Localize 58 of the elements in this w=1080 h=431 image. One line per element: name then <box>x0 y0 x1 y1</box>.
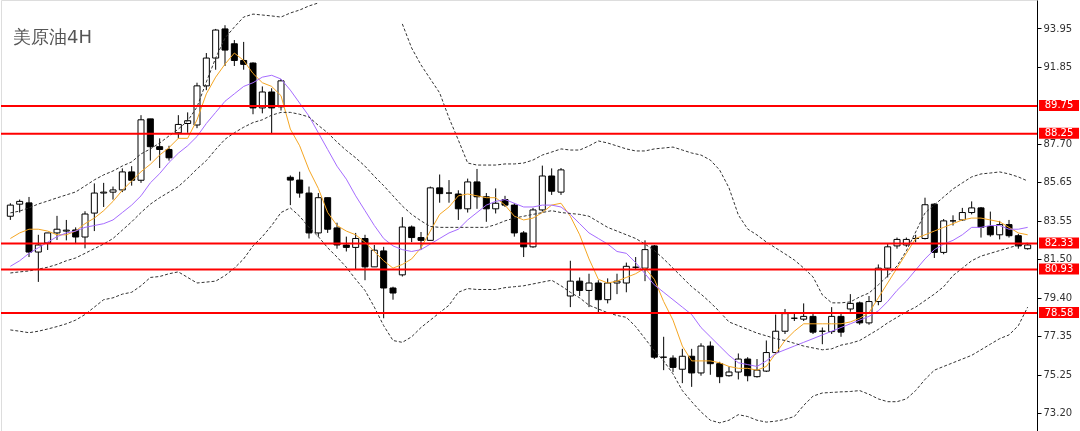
text: 美原油4H <box>13 26 92 47</box>
candlestick <box>100 182 108 208</box>
candlestick <box>557 167 565 196</box>
candlestick <box>286 174 294 206</box>
candlestick <box>594 279 602 314</box>
candlestick <box>268 87 276 135</box>
candlestick <box>576 276 584 297</box>
candlestick <box>53 215 61 241</box>
candlestick <box>678 348 686 384</box>
y-tick-label: 73.20 <box>1043 407 1073 419</box>
y-tick-label: 77.35 <box>1043 330 1073 342</box>
candlestick <box>706 340 714 376</box>
candlestick <box>688 348 696 388</box>
candlestick <box>156 137 164 169</box>
candlestick <box>417 231 425 251</box>
candlestick <box>258 85 266 114</box>
candlestick <box>454 189 462 221</box>
candlestick <box>492 187 500 214</box>
candlestick <box>128 165 136 187</box>
ref-line-label: 82.33 <box>1044 237 1074 248</box>
candlestick <box>370 244 378 268</box>
y-tick-label: 79.40 <box>1043 292 1073 304</box>
ref-line-label: 78.58 <box>1044 306 1074 318</box>
candlestick <box>473 168 481 210</box>
candlestick <box>548 167 556 196</box>
candlestick <box>725 365 733 378</box>
candlestick <box>781 308 789 335</box>
line-series <box>9 207 1029 424</box>
candlestick <box>436 174 444 204</box>
ref-line-label: 88.25 <box>1044 127 1074 139</box>
candlestick <box>753 358 761 379</box>
candlestick <box>986 211 994 238</box>
candlestick <box>884 243 892 278</box>
y-tick-label: 83.55 <box>1043 215 1073 227</box>
candlestick <box>230 39 238 67</box>
candlestick <box>445 179 453 204</box>
y-tick-label: 81.50 <box>1043 253 1073 265</box>
candlestick <box>296 171 304 199</box>
candlestick <box>109 186 117 201</box>
candlestick <box>221 24 229 67</box>
y-tick-label: 75.25 <box>1043 369 1073 381</box>
ref-line-label: 89.75 <box>1044 99 1074 111</box>
y-tick-label: 93.95 <box>1043 22 1073 34</box>
candlestick <box>585 273 593 308</box>
candlestick <box>566 260 574 308</box>
candlestick <box>62 219 70 241</box>
candlestick <box>809 313 817 335</box>
candlestick <box>90 182 98 232</box>
candlestick <box>333 222 341 250</box>
ref-line-label: 80.93 <box>1044 262 1074 274</box>
y-tick-label: 85.65 <box>1043 176 1073 188</box>
candlestick <box>641 239 649 282</box>
candlestick <box>604 277 612 304</box>
candlestick <box>118 167 126 193</box>
y-tick-label: 87.70 <box>1043 138 1073 150</box>
candlestick <box>949 214 957 227</box>
y-tick-label: 91.85 <box>1043 61 1073 73</box>
candlestick <box>389 286 397 301</box>
